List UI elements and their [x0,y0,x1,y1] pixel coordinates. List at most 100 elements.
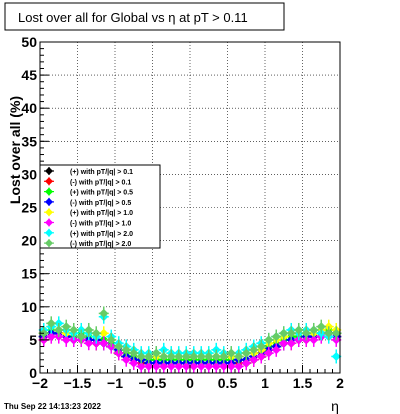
data-point [256,342,266,352]
y-tick-label: 25 [21,200,37,216]
data-point [241,358,251,368]
data-point [249,355,259,365]
data-point [301,328,311,338]
legend-marker [45,197,53,206]
legend: (+) with pT/|q| > 0.1 (-) with pT/|q| > 0… [39,164,161,249]
legend-marker [45,228,53,237]
y-tick-label: 50 [21,34,37,50]
x-tick-label: 0.5 [218,375,238,391]
data-point [151,361,161,371]
data-point [204,361,214,371]
data-point [331,351,341,361]
data-point [316,322,326,332]
data-point [151,348,161,358]
data-point [294,325,304,335]
data-point [121,345,131,355]
data-point [84,338,94,348]
data-point [174,351,184,361]
data-point [309,325,319,335]
legend-label: (-) with pT/|q| > 2.0 [70,241,131,248]
data-point [271,345,281,355]
data-point [106,335,116,345]
data-point [324,328,334,338]
legend-label: (+) with pT/|q| > 0.5 [70,190,133,197]
x-tick-label: −2 [32,375,48,391]
data-point [196,361,206,371]
data-point [136,351,146,361]
data-point [204,351,214,361]
x-tick-label: 0 [186,375,194,391]
data-point [249,345,259,355]
y-tick-label: 45 [21,67,37,83]
data-point [271,332,281,342]
title-box [4,2,285,31]
y-tick-label: 35 [21,133,37,149]
data-point [69,325,79,335]
data-point [331,328,341,338]
y-tick-label: 5 [29,332,37,348]
legend-label: (+) with pT/|q| > 2.0 [70,231,133,238]
data-point [99,338,109,348]
data-point [166,361,176,371]
x-axis-label: η [331,398,339,414]
data-point [286,328,296,338]
data-point [286,338,296,348]
data-point [189,351,199,361]
x-tick-label: −1.5 [64,375,92,391]
data-point [226,361,236,371]
data-point [61,322,71,332]
data-point [129,348,139,358]
data-point [136,361,146,371]
data-point [234,351,244,361]
data-point [144,351,154,361]
y-tick-label: 20 [21,233,37,249]
legend-marker [45,218,53,227]
x-tick-label: −1 [107,375,123,391]
data-point [226,348,236,358]
y-tick-label: 10 [21,299,37,315]
data-point [279,328,289,338]
y-tick-label: 15 [21,266,37,282]
data-point [264,335,274,345]
data-point [46,332,56,342]
legend-marker [45,167,53,175]
legend-marker [45,208,53,217]
data-point [166,351,176,361]
data-point [159,351,169,361]
data-point [61,335,71,345]
y-tick-label: 40 [21,100,37,116]
chart-title: Lost over all for Global vs η at pT > 0.… [18,10,248,25]
legend-box [39,164,161,249]
data-point [54,325,64,335]
data-point [181,351,191,361]
data-point [256,351,266,361]
legend-marker [45,239,53,248]
legend-label: (-) with pT/|q| > 0.5 [70,200,131,207]
data-point [241,348,251,358]
data-point [279,338,289,348]
x-tick-label: 1 [261,375,269,391]
data-point [181,361,191,371]
data-point [219,351,229,361]
data-point [189,361,199,371]
y-tick-label: 0 [29,365,37,381]
timestamp: Thu Sep 22 14:13:23 2022 [4,402,101,411]
data-point [309,335,319,345]
data-point [76,332,86,342]
data-point [234,361,244,371]
data-point [91,328,101,338]
data-point [114,342,124,352]
legend-label: (+) with pT/|q| > 0.1 [70,169,133,176]
data-point [129,358,139,368]
legend-label: (-) with pT/|q| > 0.1 [70,179,131,186]
data-point [211,361,221,371]
data-points [38,306,342,374]
axis-ticks: −2 −1.5 −1 −0.5 0 0.5 1 1.5 20510152025303540455… [21,34,344,391]
legend-label: (-) with pT/|q| > 1.0 [70,221,131,228]
data-point [159,361,169,371]
x-tick-label: 1.5 [293,375,313,391]
data-point [99,328,109,338]
data-point [219,361,229,371]
y-tick-label: 30 [21,166,37,182]
